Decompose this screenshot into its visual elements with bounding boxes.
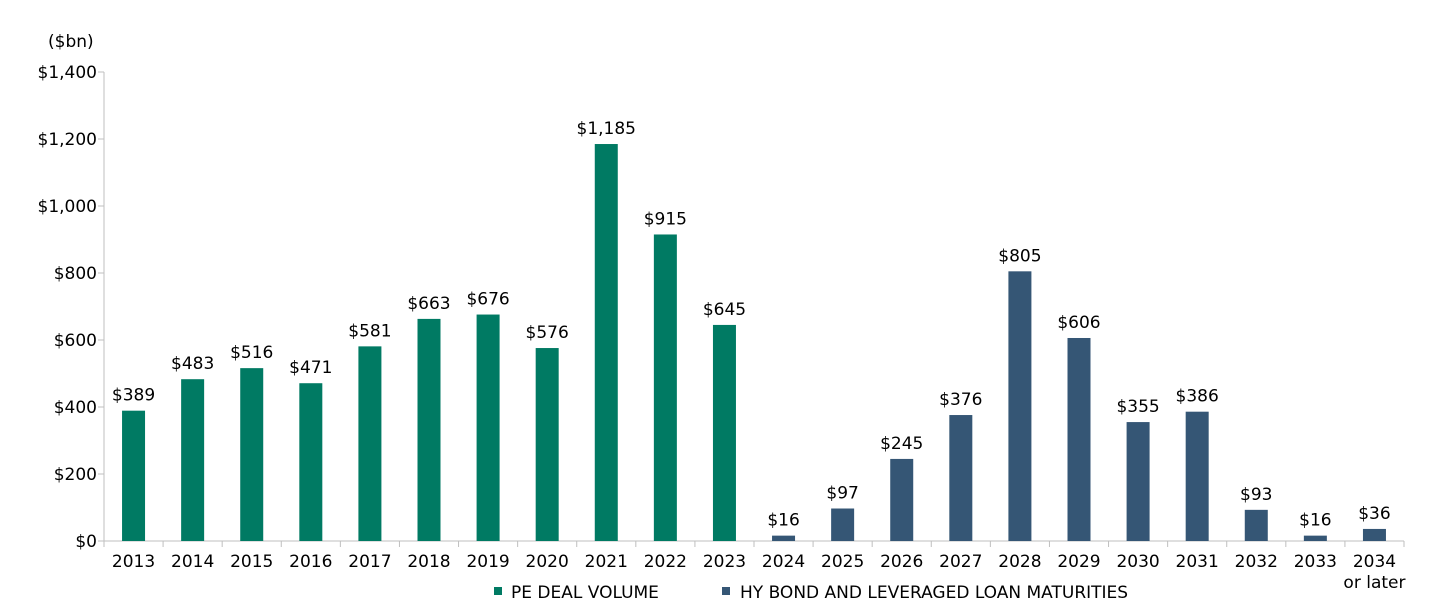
legend-label: HY BOND AND LEVERAGED LOAN MATURITIES [740,583,1128,603]
bar-series-1 [240,368,264,541]
y-tick-label: $200 [54,465,97,485]
bar-series-1 [653,234,677,541]
bar-series-1 [181,379,205,541]
y-tick-label: $1,200 [38,130,97,150]
bar-value-label: $355 [1116,397,1159,417]
bar-series-1 [535,348,559,541]
bar-value-label: $663 [407,294,450,314]
bar-value-label: $93 [1240,485,1272,505]
bar-value-label: $576 [526,323,569,343]
bar-series-2 [949,415,973,541]
bar-series-1 [122,410,146,541]
bar-value-label: $606 [1057,313,1100,333]
y-tick-label: $800 [54,264,97,284]
x-tick-label: 2018 [407,552,450,572]
bar-value-label: $676 [466,290,509,310]
x-tick-label: 2033 [1294,552,1337,572]
bar-series-2 [890,458,914,541]
x-tick-label: 2016 [289,552,332,572]
x-axis: 2013 2014 2015 2016 2017 2018 2019 2020 2021 2022… [103,540,1405,593]
y-tick-label: $600 [54,331,97,351]
legend-swatch [494,587,502,595]
x-tick-label: 2032 [1235,552,1278,572]
legend: PE DEAL VOLUME HY BOND AND LEVERAGED LOAN… [494,583,1128,603]
x-tick-label: 2013 [112,552,155,572]
x-tick-label: 2021 [585,552,628,572]
bar-value-label: $645 [703,300,746,320]
bar-value-label: $16 [767,511,799,531]
bar-value-label: $376 [939,390,982,410]
bar-series-1 [594,144,618,541]
x-tick-label: 2015 [230,552,273,572]
legend-label: PE DEAL VOLUME [511,583,659,603]
y-tick-label: $1,000 [38,197,97,217]
bar-value-label: $386 [1176,387,1219,407]
bar-series-2 [1244,509,1268,541]
bar-value-label: $1,185 [577,119,636,139]
bar-value-label: $516 [230,343,273,363]
x-tick-label: 2020 [526,552,569,572]
x-tick-label: 2027 [939,552,982,572]
bar-series-2 [1008,271,1032,541]
bar-series-1 [358,346,382,541]
bar-series-2 [1067,337,1091,541]
x-tick-label: 2029 [1057,552,1100,572]
x-tick-label: 2017 [348,552,391,572]
bar-series-2 [831,508,855,541]
x-tick-label: 2034 [1353,552,1396,572]
y-tick-label: $400 [54,398,97,418]
bars: $389 $483 $516 $471 $581 $663 $676 $576 $1,185 $9… [112,119,1391,541]
y-axis: $0 $200 $400 $600 $800 $1,000 $1,200 $1,400 [38,63,105,552]
x-tick-label: 2031 [1176,552,1219,572]
bar-series-1 [476,314,500,541]
bar-value-label: $581 [348,321,391,341]
bar-value-label: $97 [826,484,858,504]
x-tick-label: 2030 [1116,552,1159,572]
bar-series-2 [1126,422,1150,541]
x-tick-label: 2019 [466,552,509,572]
bar-series-2 [1185,411,1209,541]
bar-value-label: $471 [289,358,332,378]
bar-value-label: $245 [880,434,923,454]
bar-value-label: $36 [1358,504,1390,524]
bar-value-label: $483 [171,354,214,374]
x-tick-label: 2022 [644,552,687,572]
x-tick-label: 2028 [998,552,1041,572]
bar-series-1 [417,318,441,541]
bar-series-2 [1303,535,1327,541]
bar-series-2 [1362,528,1386,541]
x-tick-label: 2025 [821,552,864,572]
x-tick-label: 2014 [171,552,214,572]
legend-swatch [722,587,730,595]
bar-series-2 [772,535,796,541]
x-tick-sublabel: or later [1343,573,1405,593]
x-tick-label: 2024 [762,552,805,572]
y-tick-label: $0 [75,532,97,552]
bar-series-1 [299,383,323,541]
bar-value-label: $915 [644,209,687,229]
y-tick-label: $1,400 [38,63,97,83]
bar-value-label: $805 [998,246,1041,266]
y-unit-label: ($bn) [48,32,94,52]
bar-series-1 [712,324,736,541]
x-tick-label: 2023 [703,552,746,572]
bar-value-label: $389 [112,386,155,406]
bar-value-label: $16 [1299,511,1331,531]
x-tick-label: 2026 [880,552,923,572]
